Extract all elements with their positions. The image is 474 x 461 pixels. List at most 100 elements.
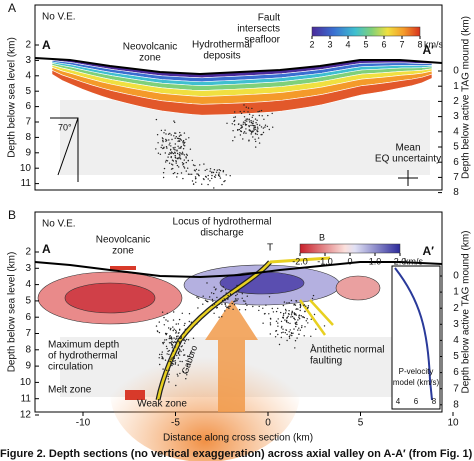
earthquake [225,174,227,176]
earthquake [162,358,164,360]
earthquake [166,332,168,335]
earthquake [295,300,297,302]
earthquake [206,168,208,171]
earthquake [168,373,170,375]
earthquake [282,314,285,316]
earthquake [223,180,225,183]
dip-symbol [50,117,79,182]
y-tick-label: 7 [25,117,31,128]
earthquake [176,337,178,339]
earthquake [171,138,173,141]
earthquake [192,164,195,166]
earthquake [235,294,237,297]
section-end: A [42,242,51,256]
earthquake [180,346,182,348]
earthquake [290,316,292,318]
panel-label: A [8,1,16,15]
earthquake [285,329,288,331]
earthquake [194,176,197,178]
earthquake [178,318,181,321]
earthquake [254,125,256,127]
earthquake [304,310,306,312]
earthquake [160,129,163,132]
earthquake [162,139,164,142]
earthquake [228,307,230,310]
earthquake [271,112,273,115]
earthquake [268,313,270,315]
earthquake [166,147,168,149]
earthquake [252,124,254,127]
annotation: Melt zone [48,385,92,396]
y2-tick-label: 0 [453,271,459,282]
earthquake [211,177,213,180]
earthquake [288,337,291,339]
y-tick-label: 6 [25,312,31,323]
earthquake [202,303,204,305]
earthquake [252,136,254,138]
earthquake [194,170,196,172]
earthquake [240,130,243,133]
earthquake [215,307,218,309]
earthquake [252,114,254,117]
earthquake [244,300,246,302]
earthquake [187,363,189,366]
earthquake [254,126,257,128]
y2-tick-label: 2 [453,96,459,107]
earthquake [277,325,279,327]
earthquake [213,176,216,178]
earthquake [185,371,187,374]
earthquake [303,304,306,306]
y-tick-label: 3 [25,263,31,274]
earthquake [288,313,290,315]
earthquake [245,124,248,126]
earthquake [254,118,257,120]
earthquake [162,141,164,143]
earthquake [307,322,309,324]
y-tick-label: 8 [25,344,31,355]
earthquake [282,328,284,330]
earthquake [277,322,279,324]
earthquake [168,349,170,352]
annotation: EQ uncertainty [375,154,441,165]
earthquake [158,321,160,323]
earthquake [181,360,183,363]
earthquake [235,300,237,302]
earthquake [177,323,180,325]
earthquake [244,309,247,311]
earthquake [284,312,287,314]
earthquake [248,125,250,128]
annotation: Locus of hydrothermal [173,217,272,228]
earthquake [241,125,243,127]
earthquake [162,147,164,150]
low-velocity-anomaly [64,282,156,314]
earthquake [183,324,185,327]
earthquake [170,342,172,345]
earthquake [236,293,238,295]
earthquake [278,343,281,346]
earthquake [296,337,298,339]
y2-tick-label: 7 [453,172,459,183]
y2-tick-label: 4 [453,126,459,137]
annotation: Maximum depth [48,340,119,351]
earthquake [255,140,257,143]
y-tick-label: 9 [25,147,31,158]
earthquake [253,128,255,130]
earthquake [211,171,213,173]
earthquake [213,286,215,288]
earthquake [297,329,299,331]
y-tick-label: 11 [21,178,32,189]
earthquake [178,166,180,168]
earthquake [250,133,252,135]
earthquake [294,318,296,321]
earthquake [258,114,260,117]
earthquake [177,137,180,140]
y2-tick-label: 2 [453,303,459,314]
earthquake [183,354,185,356]
colorbar-unit: km/s [424,39,443,49]
earthquake [237,123,240,126]
earthquake [216,169,218,171]
earthquake [174,363,176,365]
earthquake [168,153,170,155]
earthquake [209,170,211,172]
earthquake [179,155,181,157]
